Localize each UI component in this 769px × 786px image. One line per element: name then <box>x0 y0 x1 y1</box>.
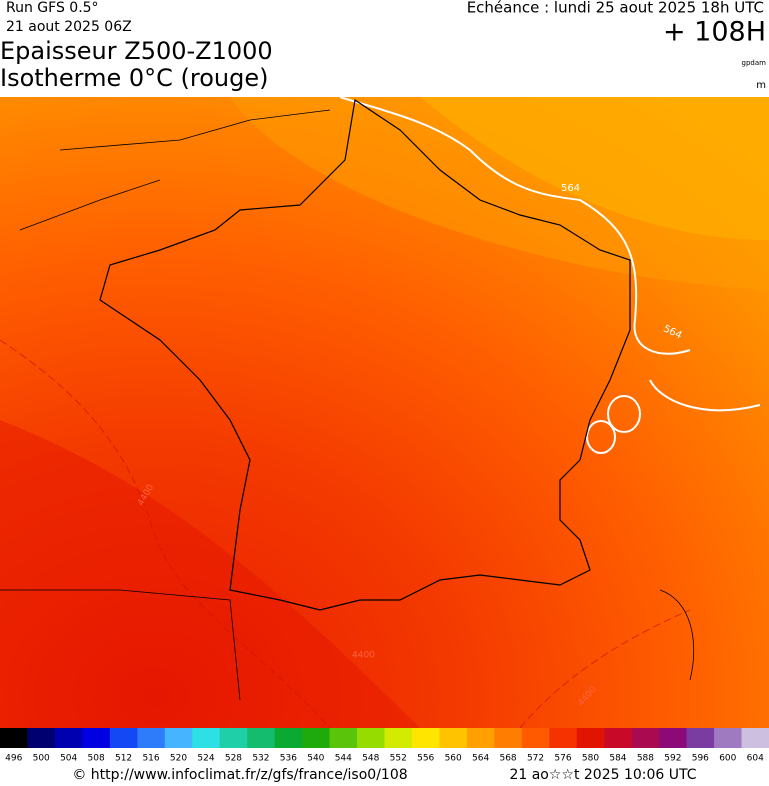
colorbar-swatch <box>137 728 166 748</box>
colorbar-label: 576 <box>554 754 571 764</box>
unit: gpdam <box>742 59 767 67</box>
colorbar-swatch <box>549 728 578 748</box>
colorbar-swatch <box>109 728 138 748</box>
contour-label: 564 <box>561 183 580 194</box>
source-url: © http://www.infoclimat.fr/z/gfs/france/… <box>72 767 407 783</box>
title: Epaisseur Z500-Z1000 <box>0 37 273 65</box>
colorbar-label: 584 <box>609 754 626 764</box>
field-band <box>0 420 420 728</box>
colorbar-swatch <box>357 728 385 748</box>
colorbar-swatch <box>384 728 413 748</box>
colorbar-swatch <box>192 728 221 748</box>
unit: m <box>756 80 766 91</box>
colorbar-label: 536 <box>280 754 297 764</box>
colorbar-swatch <box>27 728 56 748</box>
colorbar-label: 552 <box>390 754 407 764</box>
colorbar-label: 596 <box>692 754 709 764</box>
colorbar-swatch <box>219 728 248 748</box>
colorbar-label: 548 <box>362 754 379 764</box>
colorbar-swatch <box>604 728 633 748</box>
coastline <box>19 109 331 231</box>
contour-564 <box>339 96 761 412</box>
colorbar-swatch <box>411 728 440 748</box>
colorbar-label: 500 <box>33 754 50 764</box>
colorbar-label: 556 <box>417 754 434 764</box>
colorbar-label: 528 <box>225 754 242 764</box>
valid-time: Echéance : lundi 25 aout 2025 18h UTC <box>467 0 764 17</box>
colorbar-label: 512 <box>115 754 132 764</box>
colorbar-label: 564 <box>472 754 489 764</box>
colorbar-swatch <box>521 728 550 748</box>
colorbar-swatch <box>741 728 769 748</box>
colorbar-label: 544 <box>335 754 352 764</box>
colorbar-swatch <box>54 728 83 748</box>
timestamp: 21 ao☆☆t 2025 10:06 UTC <box>509 767 696 783</box>
colorbar-swatch <box>631 728 660 748</box>
colorbar-label: 520 <box>170 754 187 764</box>
map: 564 564 4400 4400 4400 <box>0 96 769 729</box>
colorbar-swatch <box>466 728 495 748</box>
colorbar-label: 496 <box>5 754 22 764</box>
colorbar-label: 508 <box>88 754 105 764</box>
colorbar-label: 560 <box>445 754 462 764</box>
colorbar-label: 604 <box>747 754 764 764</box>
colorbar: 496 500 504 508 512 516 520 524 528 532 536 540 544 5… <box>0 728 769 764</box>
colorbar-label: 516 <box>142 754 159 764</box>
colorbar-label: 568 <box>499 754 516 764</box>
colorbar-swatch <box>494 728 523 748</box>
colorbar-label: 524 <box>197 754 214 764</box>
colorbar-swatch <box>439 728 468 748</box>
colorbar-swatch <box>329 728 358 748</box>
colorbar-swatch <box>82 728 111 748</box>
contour-564 <box>607 395 641 433</box>
contour-label: 4400 <box>352 651 375 661</box>
colorbar-swatch <box>247 728 276 748</box>
isotherm <box>0 339 691 729</box>
colorbar-swatch <box>576 728 605 748</box>
colorbar-label: 600 <box>719 754 736 764</box>
run: Run GFS 0.5° <box>6 0 99 16</box>
coastline <box>0 589 695 701</box>
run-date: 21 aout 2025 06Z <box>6 19 132 35</box>
subtitle: Isotherme 0°C (rouge) <box>0 64 269 92</box>
colorbar-label: 572 <box>527 754 544 764</box>
colorbar-swatch <box>164 728 193 748</box>
colorbar-label: 504 <box>60 754 77 764</box>
colorbar-label: 588 <box>637 754 654 764</box>
france-outline <box>99 98 631 611</box>
colorbar-label: 580 <box>582 754 599 764</box>
colorbar-swatch <box>659 728 688 748</box>
colorbar-swatch <box>274 728 303 748</box>
colorbar-swatch <box>714 728 743 748</box>
colorbar-label: 532 <box>252 754 269 764</box>
colorbar-label: 540 <box>307 754 324 764</box>
colorbar-swatch <box>302 728 331 748</box>
colorbar-swatch <box>0 728 28 748</box>
lead-time: + 108H <box>663 17 766 48</box>
field-band <box>420 97 769 240</box>
contour-564 <box>586 420 616 454</box>
colorbar-label: 592 <box>664 754 681 764</box>
colorbar-swatch <box>686 728 715 748</box>
